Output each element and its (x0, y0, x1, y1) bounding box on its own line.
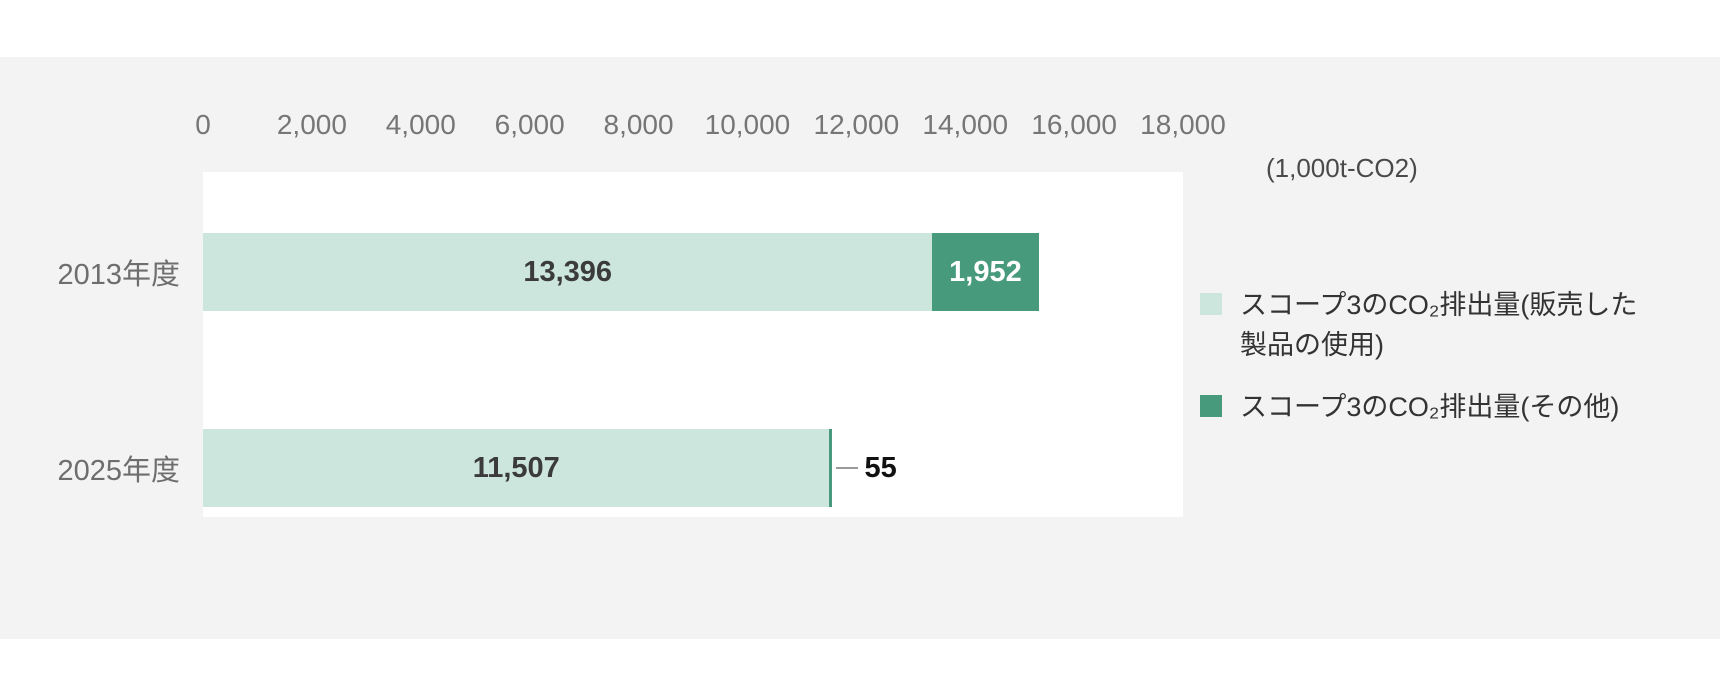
x-tick-label: 10,000 (704, 109, 791, 140)
x-tick-label: 2,000 (276, 109, 347, 140)
legend-label: スコープ3のCO₂排出量(販売した 製品の使用) (1240, 290, 1638, 360)
x-tick-label: 18,000 (1140, 109, 1226, 140)
bar-value-label: 55 (864, 451, 897, 484)
category-label: 2025年度 (57, 455, 180, 487)
legend-swatch (1200, 293, 1222, 315)
x-tick-label: 16,000 (1031, 109, 1117, 140)
legend-item: スコープ3のCO₂排出量(販売した 製品の使用) (1200, 285, 1637, 365)
chart-panel: 0 2,000 4,000 6,000 8,000 10,000 12,000 14,000 1… (0, 57, 1720, 639)
x-tick-label: 8,000 (603, 109, 674, 140)
x-tick-label: 4,000 (385, 109, 456, 140)
x-tick-label: 14,000 (922, 109, 1009, 140)
legend: スコープ3のCO₂排出量(販売した 製品の使用) スコープ3のCO₂排出量(その他) (1200, 285, 1637, 427)
bar-segment (203, 233, 933, 311)
bar-segment (829, 429, 833, 507)
bar-value-label: 13,396 (523, 255, 613, 288)
bar-value-label: 11,507 (472, 451, 560, 484)
category-label: 2013年度 (57, 259, 180, 291)
axis-unit-label: (1,000t-CO2) (1266, 153, 1418, 183)
bar-row: 2013年度 13,396 1,952 (57, 233, 1183, 311)
x-tick-label: 12,000 (813, 109, 900, 140)
legend-swatch (1200, 395, 1222, 417)
bar-segment (932, 233, 1039, 311)
leader-line (836, 467, 859, 469)
x-tick-label: 6,000 (494, 109, 565, 140)
bar-value-label: 1,952 (949, 255, 1022, 288)
bar-segment (203, 429, 830, 507)
legend-item: スコープ3のCO₂排出量(その他) (1200, 387, 1637, 427)
plot-area: 2013年度 13,396 1,952 2025年度 11,507 55 (57, 172, 1183, 517)
x-tick-label: 0 (195, 109, 211, 140)
legend-label: スコープ3のCO₂排出量(その他) (1240, 392, 1620, 422)
bar-row: 2025年度 11,507 55 (57, 429, 1183, 507)
